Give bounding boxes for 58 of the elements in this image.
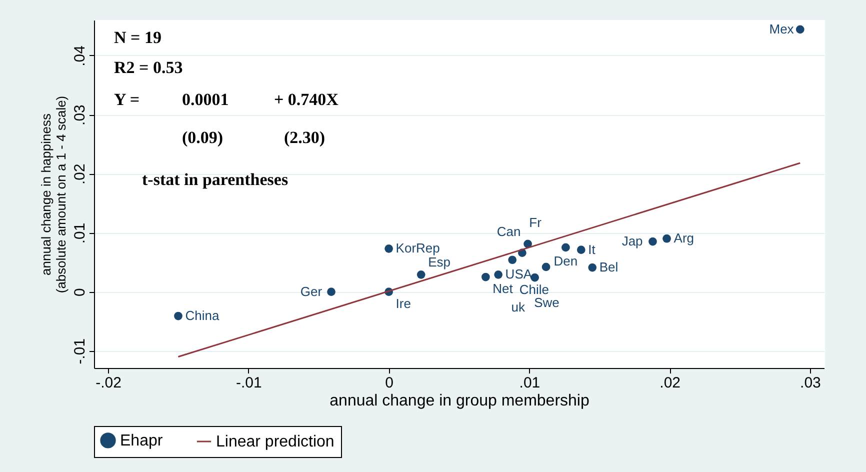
- data-label: China: [185, 308, 220, 324]
- point: [576, 246, 586, 254]
- data-label: KorRep: [396, 240, 440, 256]
- point: [327, 288, 336, 296]
- x-axis-title: annual change in group membership: [330, 392, 590, 410]
- x-tick-label: .01: [519, 374, 540, 392]
- y-tick-label: -.01: [72, 338, 88, 364]
- point: [494, 270, 502, 279]
- data-label: Ger: [300, 284, 323, 299]
- x-tick-label: .02: [660, 374, 681, 392]
- point: [542, 262, 550, 272]
- annotation: Y =: [114, 90, 140, 109]
- data-label: Ire: [396, 296, 411, 311]
- data-label: Bel: [599, 260, 618, 275]
- annotation: t-stat in parentheses: [142, 170, 288, 189]
- y-tick-label: .01: [72, 222, 88, 244]
- point: [481, 272, 490, 282]
- x-tick-label: -.02: [96, 374, 122, 392]
- legend-label: Ehapr: [120, 432, 164, 450]
- data-label: Mex: [769, 21, 794, 36]
- point: [530, 273, 539, 282]
- point: [662, 234, 671, 243]
- legend-label: Linear prediction: [216, 434, 334, 450]
- x-tick-label: .03: [800, 374, 821, 392]
- point: [508, 256, 517, 264]
- x-tick-label: 0: [385, 374, 394, 392]
- data-label: Jap: [622, 234, 643, 249]
- point: [648, 237, 657, 246]
- annotation: R2 = 0.53: [114, 58, 183, 77]
- data-label: Chile: [519, 282, 549, 297]
- data-label: USA: [505, 266, 532, 282]
- data-label: Arg: [674, 230, 694, 246]
- y-tick-label: .04: [72, 46, 88, 66]
- annotation: + 0.740X: [274, 90, 340, 109]
- annotation: 0.0001: [182, 90, 229, 109]
- data-label: uk: [511, 300, 526, 315]
- y-axis-title: annual change in happiness (absolute amount on a 1 - 4 scale): [38, 96, 68, 294]
- data-label: Swe: [534, 294, 560, 310]
- data-label: Net: [492, 281, 514, 296]
- data-label: Den: [554, 253, 578, 268]
- annotation: N = 19: [114, 28, 162, 47]
- point: [384, 244, 393, 253]
- point: [416, 270, 426, 279]
- point: [562, 243, 570, 252]
- data-label: Fr: [529, 214, 542, 230]
- annotation: (2.30): [284, 128, 326, 147]
- data-label: Esp: [428, 254, 450, 270]
- data-label: Can: [496, 224, 521, 239]
- y-tick-label: .03: [72, 104, 88, 126]
- data-label: It: [588, 242, 596, 257]
- annotation: (0.09): [182, 128, 224, 147]
- point: [174, 312, 182, 320]
- point: [524, 240, 532, 248]
- point: [588, 263, 597, 272]
- y-tick-label: .02: [72, 164, 88, 185]
- y-tick-label: 0: [72, 288, 88, 296]
- x-tick-label: -.01: [236, 374, 262, 392]
- point: [796, 25, 804, 34]
